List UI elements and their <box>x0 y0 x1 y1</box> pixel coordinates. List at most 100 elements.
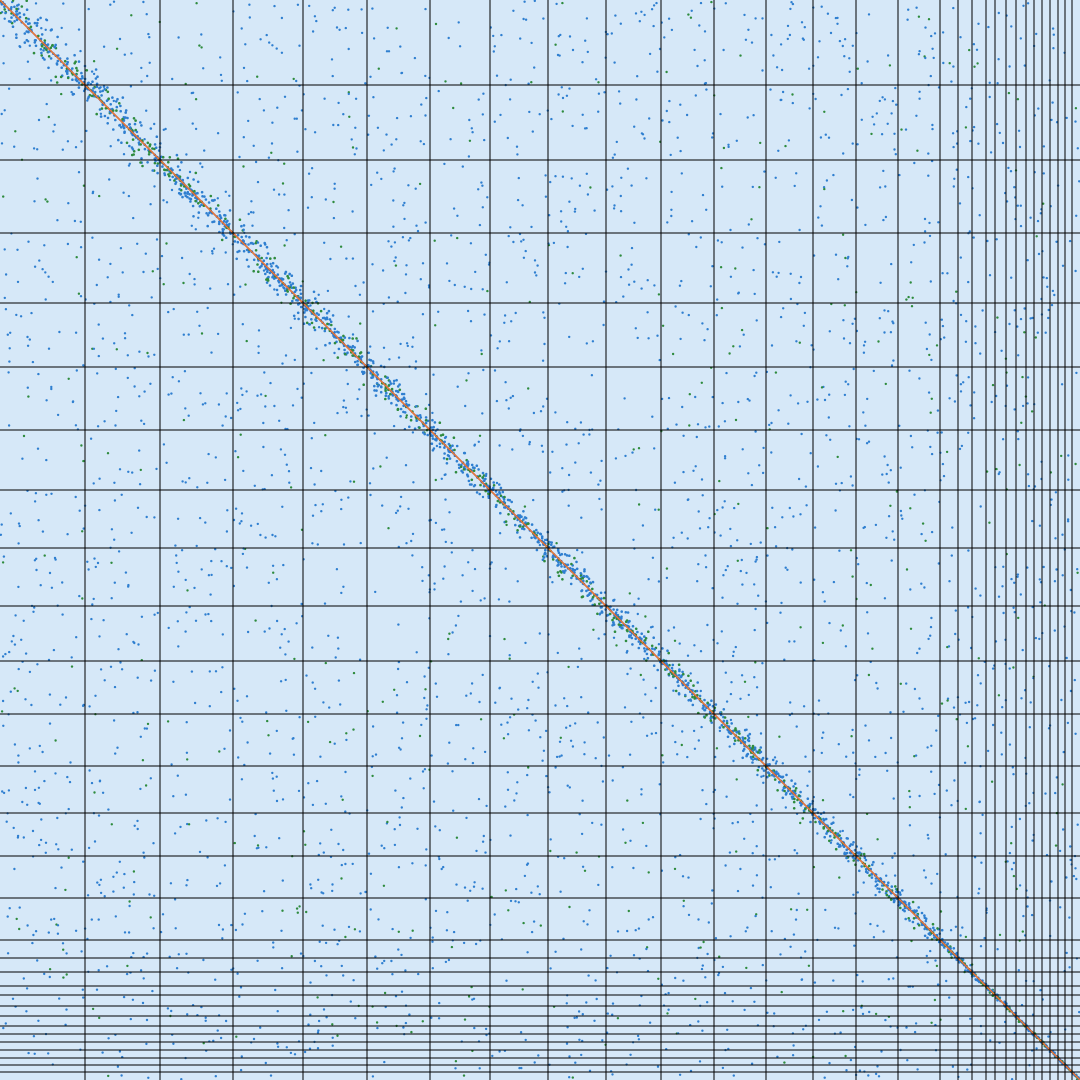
contact-point <box>140 124 143 127</box>
contact-point <box>122 126 126 130</box>
contact-point <box>751 185 754 189</box>
contact-point <box>55 62 59 65</box>
contact-point <box>730 722 733 725</box>
contact-point <box>615 608 619 612</box>
contact-point <box>123 872 126 876</box>
contact-point <box>783 1061 786 1064</box>
contact-point <box>495 399 499 403</box>
contact-point <box>79 295 83 298</box>
contact-point <box>411 431 415 434</box>
contact-point <box>646 656 650 660</box>
contact-point <box>1013 186 1016 189</box>
contact-point <box>282 563 285 567</box>
contact-point <box>425 708 428 711</box>
contact-point <box>624 454 627 458</box>
contact-point <box>948 397 951 400</box>
contact-point <box>538 632 541 635</box>
contact-point <box>28 44 31 47</box>
contact-point <box>599 606 603 609</box>
contact-point <box>1030 913 1034 917</box>
contact-point <box>535 528 538 532</box>
contact-point <box>380 177 383 181</box>
contact-point <box>861 980 864 983</box>
contact-point <box>23 41 27 44</box>
contact-point <box>517 901 520 904</box>
contact-point <box>353 928 357 931</box>
contact-point <box>564 271 567 275</box>
contact-point <box>58 330 61 334</box>
contact-point <box>616 930 620 933</box>
contact-point <box>372 467 375 470</box>
contact-point <box>679 337 682 341</box>
contact-point <box>28 747 31 750</box>
contact-point <box>491 1054 494 1058</box>
contact-point <box>887 481 890 484</box>
contact-point <box>87 568 90 571</box>
contact-point <box>345 257 348 260</box>
contact-point <box>128 162 131 165</box>
contact-point <box>674 856 677 859</box>
contact-point <box>966 745 970 748</box>
contact-point <box>475 491 479 494</box>
contact-point <box>66 533 69 536</box>
contact-point <box>333 351 336 355</box>
contact-point <box>732 345 735 348</box>
contact-point <box>312 326 316 329</box>
contact-point <box>304 315 307 319</box>
contact-point <box>126 376 129 380</box>
contact-point <box>739 54 742 57</box>
contact-point <box>151 270 154 273</box>
contact-point <box>857 438 861 441</box>
contact-point <box>753 757 757 760</box>
contact-point <box>648 1021 652 1024</box>
contact-point <box>395 694 399 697</box>
contact-point <box>753 1000 756 1003</box>
contact-point <box>829 841 833 844</box>
contact-point <box>119 109 122 113</box>
contact-point <box>617 90 621 93</box>
contact-point <box>972 43 976 46</box>
contact-point <box>882 169 885 173</box>
contact-point <box>680 172 683 175</box>
contact-point <box>679 103 682 106</box>
contact-point <box>382 884 386 887</box>
contact-point <box>749 542 752 546</box>
contact-point <box>405 414 408 417</box>
contact-point <box>393 843 397 847</box>
contact-point <box>905 298 908 301</box>
contact-point <box>315 347 318 350</box>
contact-point <box>657 643 661 646</box>
contact-point <box>423 675 426 678</box>
contact-point <box>513 799 516 802</box>
contact-point <box>918 697 921 700</box>
contact-point <box>614 611 618 614</box>
contact-point <box>563 282 567 285</box>
contact-point <box>68 780 72 784</box>
contact-point <box>390 245 393 248</box>
contact-point <box>109 103 112 106</box>
contact-point <box>848 425 851 428</box>
contact-point <box>808 770 811 773</box>
contact-point <box>376 171 379 174</box>
contact-point <box>285 709 288 712</box>
contact-point <box>832 816 835 819</box>
contact-point <box>966 1068 969 1071</box>
contact-point <box>1026 905 1029 908</box>
contact-point <box>846 257 849 260</box>
contact-point <box>933 998 937 1002</box>
contact-point <box>167 310 170 314</box>
contact-point <box>382 149 385 152</box>
contact-point <box>1060 383 1064 386</box>
contact-point <box>498 490 501 494</box>
contact-point <box>271 121 274 124</box>
contact-point <box>905 1026 908 1029</box>
contact-point <box>989 1039 992 1042</box>
contact-point <box>1036 331 1040 334</box>
contact-point <box>886 463 889 467</box>
contact-point <box>973 391 976 394</box>
contact-point <box>580 948 583 951</box>
contact-point <box>26 344 30 347</box>
contact-point <box>820 224 824 227</box>
contact-point <box>129 1017 132 1021</box>
contact-point <box>1012 861 1016 865</box>
